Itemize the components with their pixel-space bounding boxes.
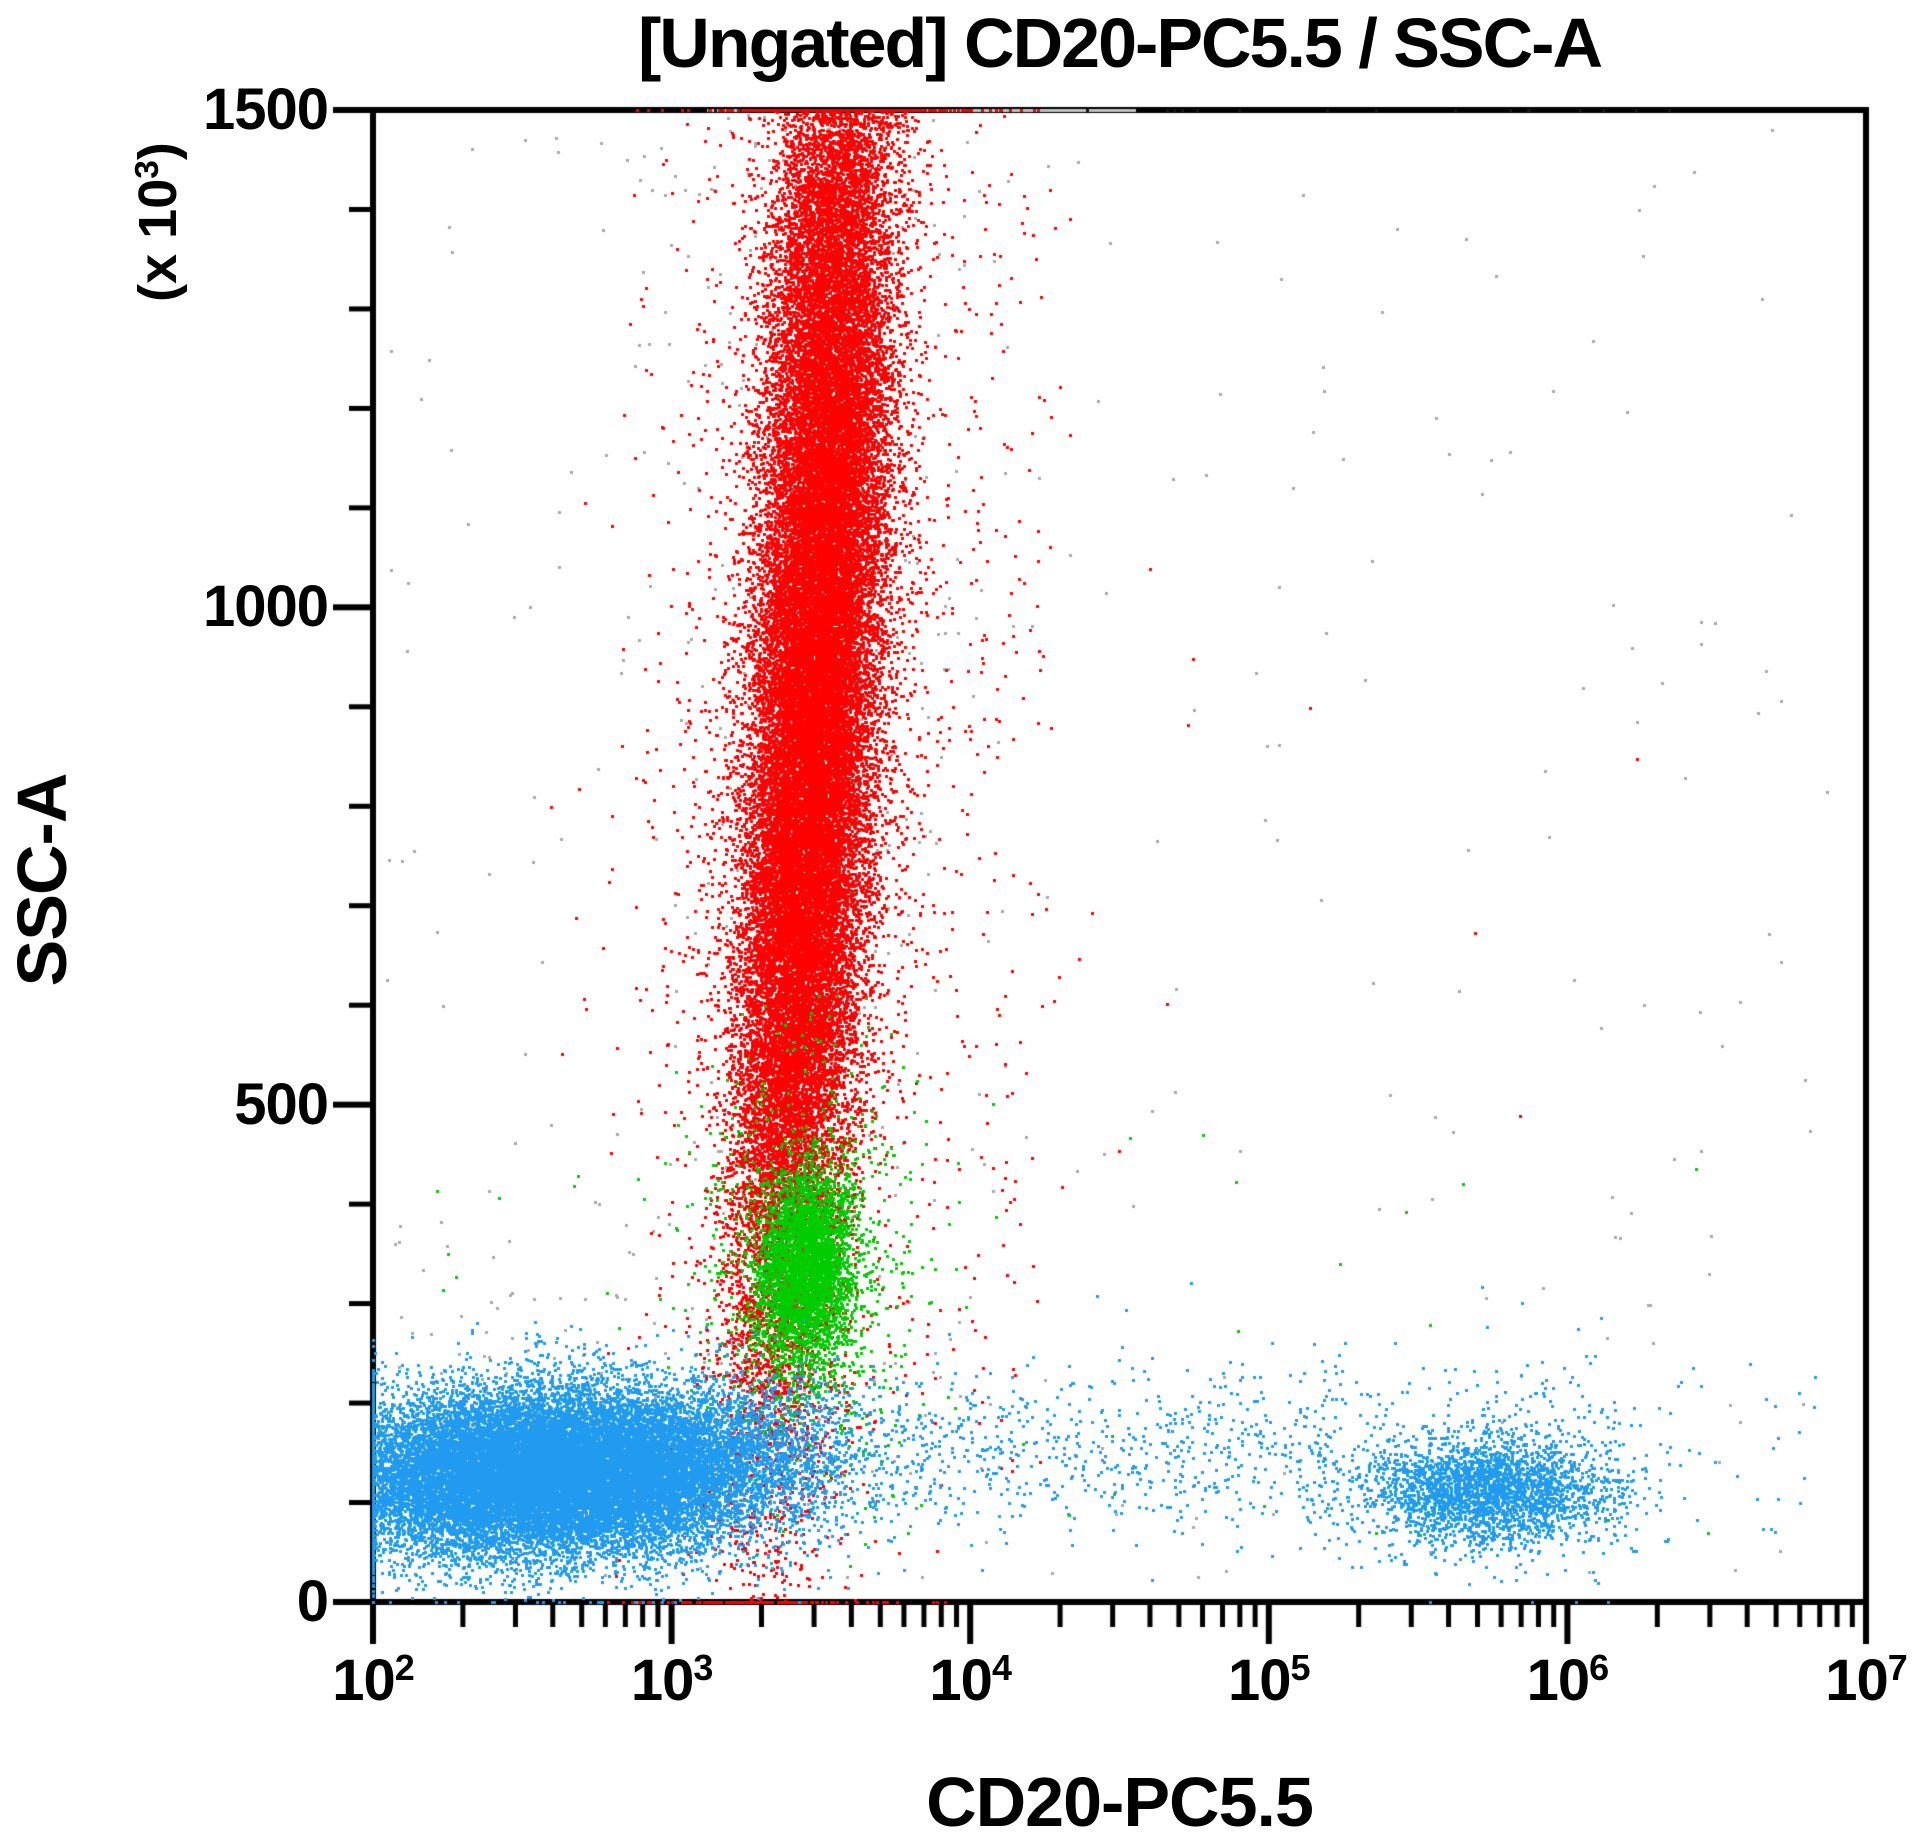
x-tick-label: 102 (332, 1647, 415, 1713)
y-tick-label: 500 (234, 1071, 329, 1137)
y-axis-unit-prefix: (x 10 (128, 178, 188, 302)
y-axis-unit-exponent: 3 (128, 160, 166, 179)
plot-title: [Ungated] CD20-PC5.5 / SSC-A (637, 4, 1603, 82)
y-axis-unit-suffix: ) (128, 142, 188, 161)
x-tick-label: 104 (929, 1647, 1012, 1713)
x-tick-label: 107 (1825, 1647, 1908, 1713)
x-tick-label: 105 (1228, 1647, 1311, 1713)
y-tick-label: 1500 (202, 77, 329, 142)
y-tick-label: 0 (296, 1569, 329, 1634)
y-axis-title: SSC-A (3, 773, 81, 987)
x-tick-label: 103 (630, 1647, 714, 1713)
y-axis-unit: (x 103) (127, 142, 189, 302)
y-tick-label: 1000 (202, 574, 329, 640)
x-tick-label: 106 (1526, 1647, 1610, 1713)
x-axis-title: CD20-PC5.5 (926, 1763, 1314, 1841)
